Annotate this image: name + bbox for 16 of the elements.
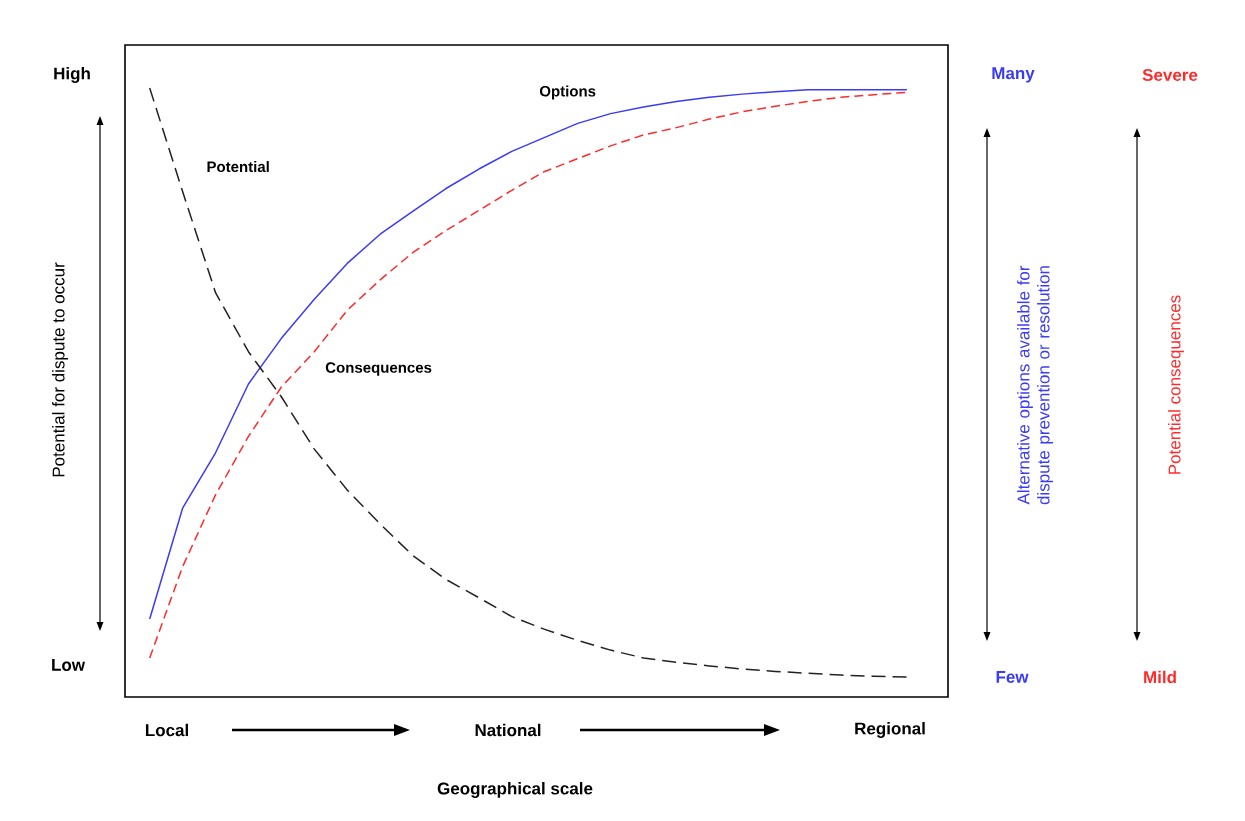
text: Mild <box>1144 670 1176 684</box>
y2-axis-title: Alternative options available for dispute prevention or resolution <box>1017 265 1053 505</box>
text: Severe <box>1142 68 1198 82</box>
series-label: Potential <box>207 161 269 173</box>
text: High <box>54 67 90 83</box>
text: Local <box>145 723 188 737</box>
y3-axis-title: Potential consequences <box>1168 295 1184 474</box>
text: Regional <box>855 722 925 738</box>
text: Few <box>996 671 1029 683</box>
text: Low <box>52 659 86 671</box>
text: National <box>475 723 541 737</box>
y-axis-title: Potential for dispute to occur <box>52 262 68 477</box>
text: Geographical scale <box>437 782 593 798</box>
text: Many <box>992 67 1035 83</box>
series-label: Consequences <box>325 362 432 376</box>
series-label: Options <box>539 85 596 100</box>
